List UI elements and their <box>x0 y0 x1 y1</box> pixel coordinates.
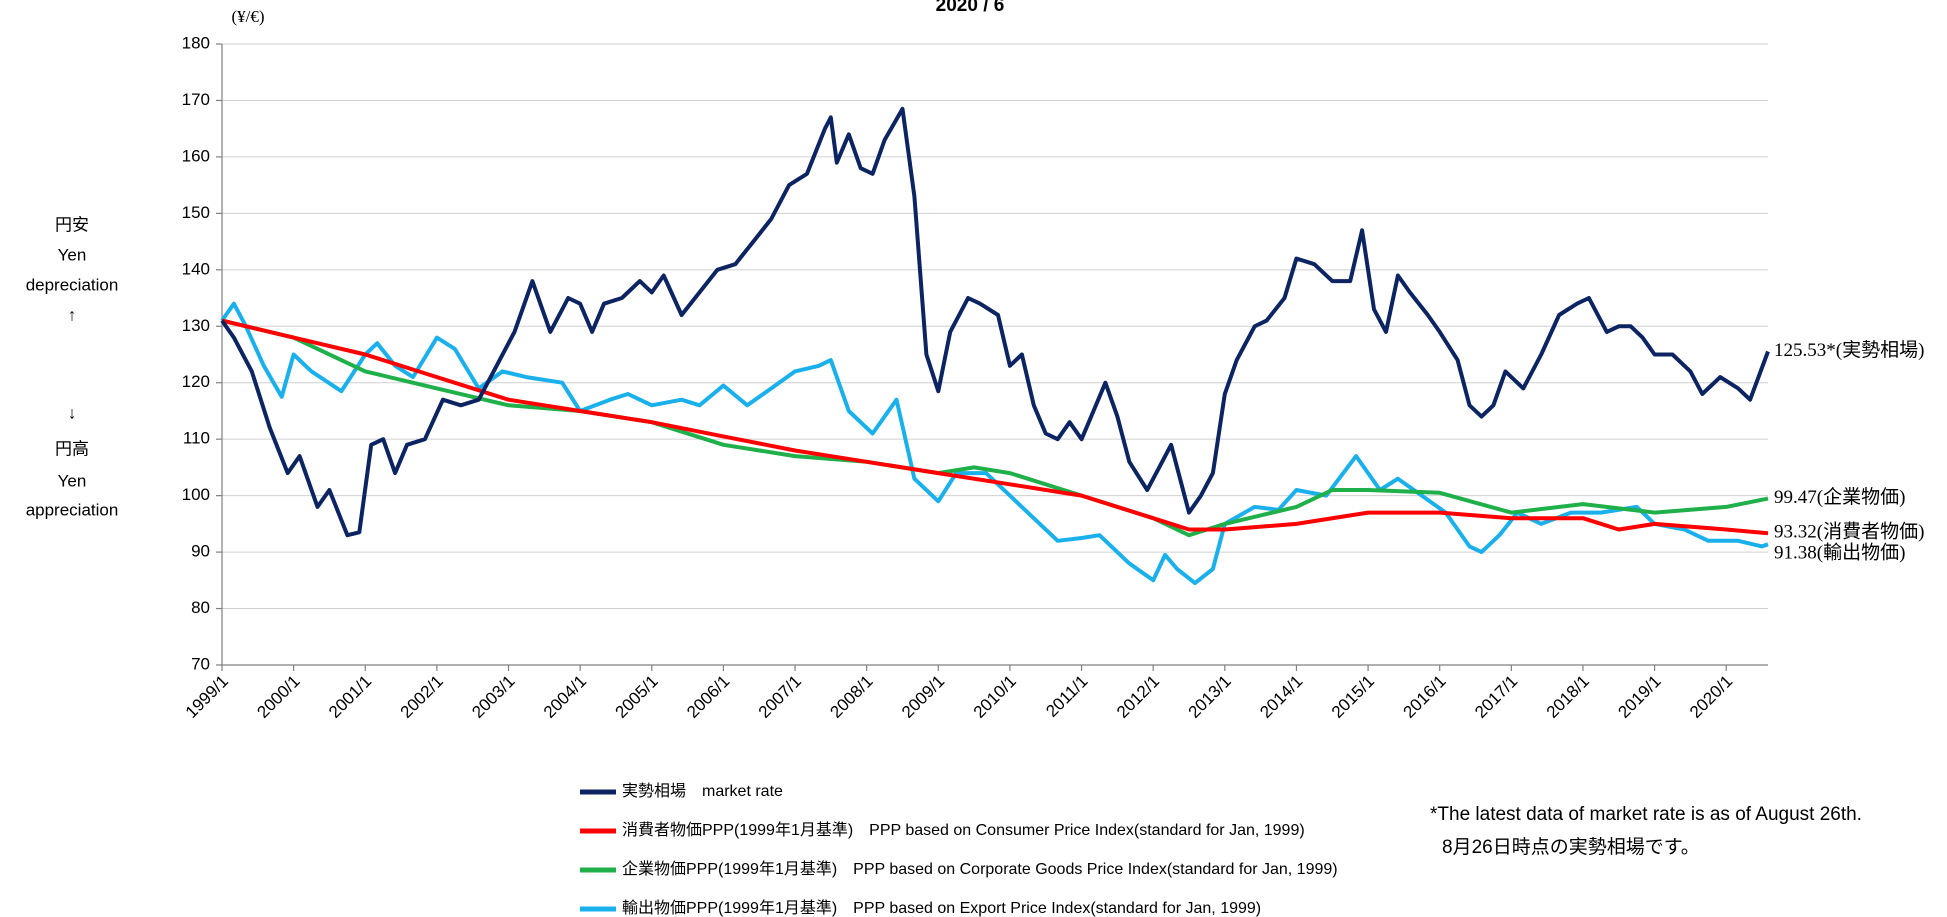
x-tick-label: 2014/1 <box>1256 672 1306 722</box>
x-tick-label: 2016/1 <box>1399 672 1449 722</box>
x-tick-label: 2012/1 <box>1113 672 1163 722</box>
y-tick-label: 140 <box>182 259 210 278</box>
end-label: 93.32(消費者物価) <box>1774 521 1924 543</box>
x-tick-label: 2008/1 <box>826 672 876 722</box>
y-tick-label: 160 <box>182 146 210 165</box>
y-tick-label: 130 <box>182 316 210 335</box>
y-tick-label: 110 <box>183 429 210 448</box>
annotation: 円安 <box>55 215 89 234</box>
y-tick-label: 100 <box>182 485 210 504</box>
y-tick-label: 150 <box>182 203 210 222</box>
y-tick-label: 180 <box>182 33 210 52</box>
legend-label: 消費者物価PPP(1999年1月基準) PPP based on Consume… <box>622 821 1305 839</box>
annotation: Yen <box>58 471 87 490</box>
annotation: 円高 <box>55 439 89 458</box>
x-tick-label: 2018/1 <box>1543 672 1593 722</box>
x-tick-label: 2007/1 <box>755 672 805 722</box>
legend-label: 輸出物価PPP(1999年1月基準) PPP based on Export P… <box>622 899 1261 917</box>
chart-title: 2020 / 6 <box>936 0 1005 16</box>
legend-label: 実勢相場 market rate <box>622 782 783 800</box>
footnote: 8月26日時点の実勢相場です。 <box>1442 836 1700 858</box>
series-line <box>221 318 1769 538</box>
y-tick-label: 80 <box>191 598 210 617</box>
y-tick-label: 170 <box>182 90 210 109</box>
x-tick-label: 2006/1 <box>683 672 733 722</box>
annotation: appreciation <box>26 500 119 519</box>
left-annotations: 円安 Yen depreciation ↑ ↓ 円高 Yen appreciat… <box>26 215 119 519</box>
footnote: *The latest data of market rate is as of… <box>1430 804 1862 825</box>
x-tick-label: 2009/1 <box>898 672 948 722</box>
x-tick-label: 2000/1 <box>253 672 303 722</box>
end-label: 125.53*(実勢相場) <box>1774 339 1924 361</box>
annotation: ↓ <box>68 403 77 422</box>
x-tick-label: 2015/1 <box>1328 672 1378 722</box>
y-tick-label: 120 <box>182 372 210 391</box>
x-tick-label: 2020/1 <box>1686 672 1736 722</box>
x-tick-label: 2017/1 <box>1471 672 1521 722</box>
x-tick-label: 1999/1 <box>182 672 232 722</box>
series-line <box>220 301 1769 586</box>
x-tick-label: 2001/1 <box>325 672 375 722</box>
x-tick-label: 2004/1 <box>540 672 590 722</box>
annotation: ↑ <box>68 305 77 324</box>
series-line <box>221 318 1769 536</box>
y-tick-label: 70 <box>191 654 210 673</box>
legend-label: 企業物価PPP(1999年1月基準) PPP based on Corporat… <box>622 860 1338 878</box>
annotation: Yen <box>58 245 87 264</box>
y-unit: (¥/€) <box>231 7 264 26</box>
x-tick-label: 2005/1 <box>612 672 662 722</box>
end-label: 99.47(企業物価) <box>1774 486 1905 508</box>
series-line <box>220 106 1770 538</box>
x-tick-label: 2011/1 <box>1042 672 1091 721</box>
x-tick-label: 2013/1 <box>1185 672 1235 722</box>
annotation: depreciation <box>26 275 119 294</box>
x-tick-label: 2002/1 <box>397 672 447 722</box>
x-tick-label: 2010/1 <box>970 672 1020 722</box>
x-tick-label: 2003/1 <box>468 672 518 722</box>
y-tick-label: 90 <box>191 542 210 561</box>
x-tick-label: 2019/1 <box>1614 672 1664 722</box>
end-label: 91.38(輸出物価) <box>1774 542 1905 564</box>
